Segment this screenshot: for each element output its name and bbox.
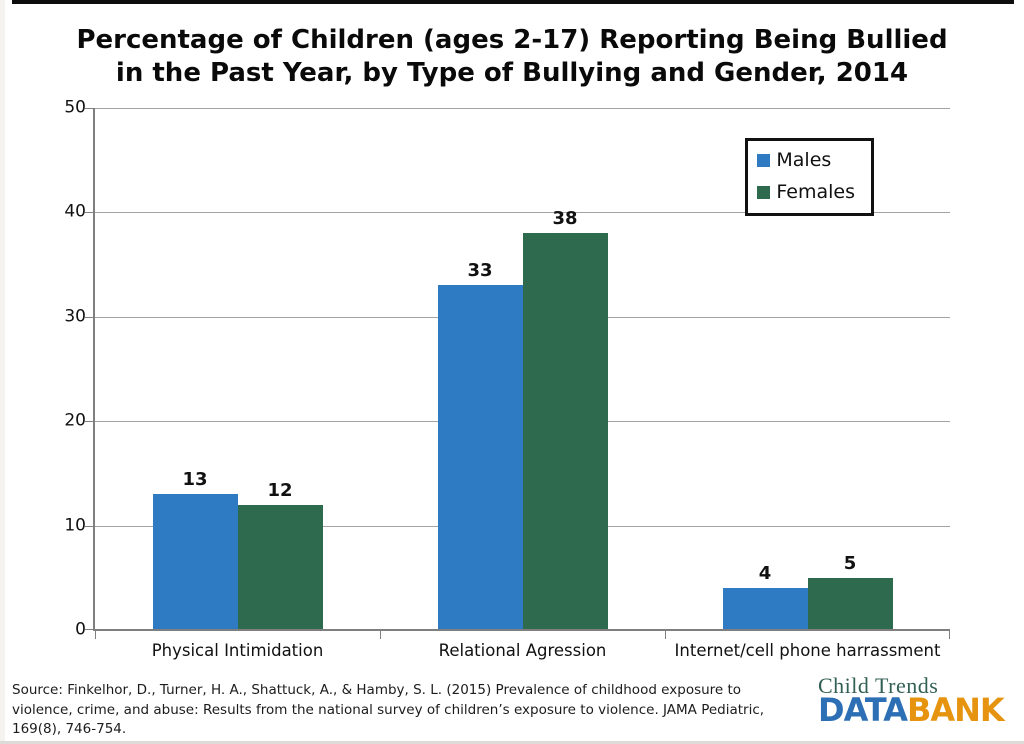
source-line: Source: Finkelhor, D., Turner, H. A., Sh…: [12, 682, 742, 698]
y-tick-label-0: 0: [75, 619, 86, 640]
bar-value-label: 38: [552, 208, 578, 230]
y-tick-label-20: 20: [64, 410, 86, 431]
databank-word-data: DATA: [818, 691, 908, 729]
y-tick-label-40: 40: [64, 201, 86, 222]
bar-value-label: 13: [182, 469, 208, 491]
x-axis-labels: Physical Intimidation Relational Agressio…: [95, 641, 950, 665]
bar-males-3: [722, 588, 808, 630]
y-axis-labels: 0 10 20 30 40 50: [36, 99, 86, 638]
bar-males-2: [437, 285, 523, 630]
bar-females-1: [237, 504, 323, 630]
childtrends-wordmark: Child Trends: [818, 673, 939, 698]
x-tick-1: [380, 631, 381, 639]
y-tick-40: [85, 212, 93, 214]
source-line: violence, crime, and abuse: Results from…: [12, 701, 765, 718]
chart-title-line1: Percentage of Children (ages 2-17) Repor…: [76, 25, 948, 55]
y-tick-30: [85, 316, 93, 318]
gridline-40: [95, 212, 950, 214]
x-tick-0: [95, 631, 96, 639]
x-tick-2: [665, 631, 666, 639]
y-tick-10: [85, 525, 93, 527]
bar-value-label: 12: [267, 479, 293, 501]
chart-title: Percentage of Children (ages 2-17) Repor…: [0, 24, 1024, 90]
legend-item-females: Females: [757, 181, 855, 203]
x-axis-line: [93, 629, 950, 631]
y-tick-label-30: 30: [64, 306, 86, 327]
y-tick-20: [85, 421, 93, 423]
source-citation: Source: Finkelhor, D., Turner, H. A., Sh…: [12, 681, 764, 740]
legend-label-females: Females: [776, 181, 855, 203]
source-line: 169(8), 746-754.: [12, 721, 127, 737]
legend: Males Females: [745, 138, 874, 216]
gridline-50: [95, 108, 950, 109]
bar-value-label: 5: [843, 552, 857, 574]
chart-title-line2: in the Past Year, by Type of Bullying an…: [115, 58, 909, 88]
bar-value-label: 33: [467, 260, 493, 282]
scan-artifact-line: [12, 0, 1014, 4]
x-tick-3: [949, 631, 950, 639]
bar-value-label: 4: [758, 563, 772, 585]
page-edge-shading: [0, 0, 5, 744]
y-tick-label-50: 50: [64, 97, 86, 118]
y-tick-label-10: 10: [64, 515, 86, 536]
x-category-label: Relational Agression: [438, 641, 607, 660]
legend-label-males: Males: [776, 149, 832, 171]
y-tick-50: [85, 108, 93, 109]
databank-wordmark: DATABANK: [818, 694, 1005, 726]
x-category-label: Physical Intimidation: [151, 641, 324, 660]
males-swatch-icon: [757, 153, 771, 167]
plot-area: Males Females 13 12 33 38 4 5: [85, 108, 950, 639]
page-bottom-edge: [0, 741, 1024, 744]
bar-females-2: [522, 233, 608, 630]
x-category-label: Internet/cell phone harrassment: [674, 641, 941, 660]
legend-item-males: Males: [757, 149, 855, 171]
databank-word-bank: BANK: [906, 691, 1005, 729]
y-tick-0: [85, 629, 93, 630]
childtrends-databank-logo: Child Trends DATABANK: [818, 673, 1005, 727]
bar-males-1: [152, 494, 238, 630]
bar-females-3: [807, 577, 893, 630]
females-swatch-icon: [757, 185, 771, 199]
y-axis-line: [93, 108, 95, 630]
